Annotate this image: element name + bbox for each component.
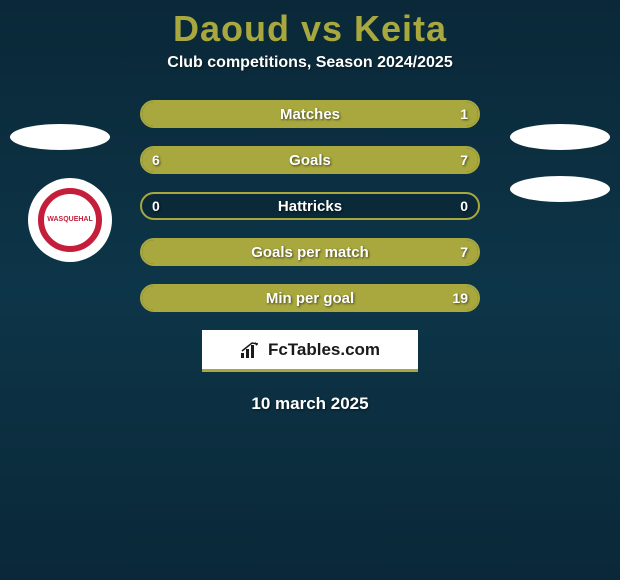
date-label: 10 march 2025 [0, 394, 620, 414]
player-right-placeholder-2 [510, 176, 610, 202]
club-badge: WASQUEHAL [28, 178, 112, 262]
stat-label: Goals [142, 148, 478, 172]
stat-row: 1Matches [140, 100, 480, 128]
stat-row: 7Goals per match [140, 238, 480, 266]
stat-row: 67Goals [140, 146, 480, 174]
brand-box[interactable]: FcTables.com [202, 330, 418, 372]
page-title: Daoud vs Keita [0, 0, 620, 50]
chart-icon [240, 341, 262, 359]
page-subtitle: Club competitions, Season 2024/2025 [0, 54, 620, 72]
stat-row: 00Hattricks [140, 192, 480, 220]
stat-label: Min per goal [142, 286, 478, 310]
brand-text: FcTables.com [268, 340, 380, 360]
stat-label: Hattricks [142, 194, 478, 218]
player-right-placeholder-1 [510, 124, 610, 150]
stat-row: 19Min per goal [140, 284, 480, 312]
stat-label: Goals per match [142, 240, 478, 264]
club-badge-label: WASQUEHAL [38, 188, 102, 252]
stat-label: Matches [142, 102, 478, 126]
player-left-placeholder-1 [10, 124, 110, 150]
